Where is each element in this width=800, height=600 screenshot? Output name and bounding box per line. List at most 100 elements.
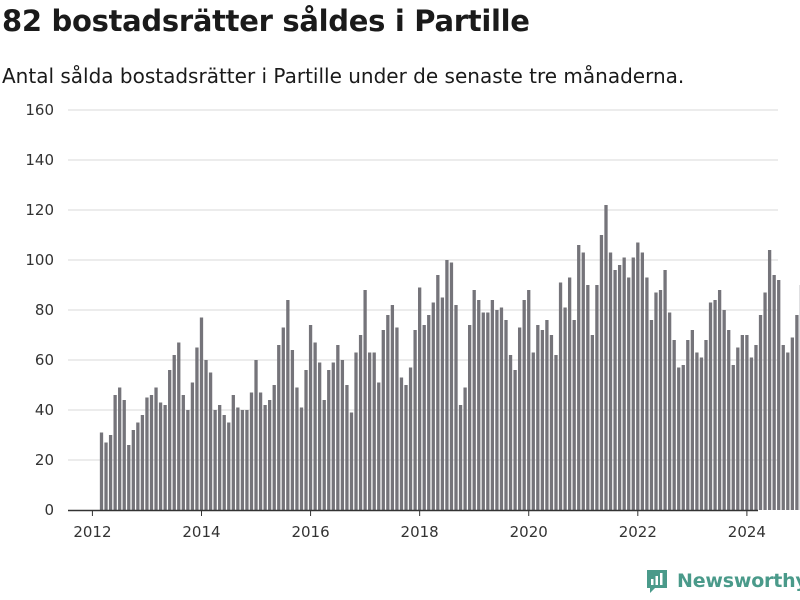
bar — [681, 365, 685, 510]
bar — [527, 290, 531, 510]
bar — [536, 325, 540, 510]
bar — [354, 352, 358, 510]
bar — [772, 275, 776, 510]
bar — [140, 415, 145, 510]
bar — [458, 405, 463, 510]
bar — [513, 370, 517, 510]
bar — [517, 327, 522, 510]
bar — [327, 370, 331, 510]
bar — [763, 292, 767, 510]
y-tick-label: 140 — [25, 151, 54, 169]
bar — [558, 282, 563, 510]
bar — [608, 252, 613, 510]
bar — [272, 385, 276, 510]
x-tick-label: 2016 — [291, 523, 329, 541]
x-axis-ticks: 20122014201620182020202220242026 — [73, 510, 766, 541]
bar — [213, 410, 217, 510]
bar — [427, 315, 431, 510]
bar — [413, 330, 417, 510]
bar — [781, 345, 785, 510]
bar — [617, 265, 622, 510]
bar — [672, 340, 676, 510]
y-tick-label: 100 — [25, 251, 54, 269]
bar — [245, 410, 249, 510]
bar — [386, 315, 390, 510]
bar — [727, 330, 731, 510]
bar — [563, 307, 567, 510]
bar — [567, 277, 572, 510]
bar — [345, 385, 349, 510]
bar — [363, 290, 367, 510]
bar — [522, 300, 526, 510]
bar — [204, 360, 208, 510]
bar — [667, 312, 672, 510]
bar — [686, 340, 690, 510]
bar — [145, 397, 149, 510]
bar — [777, 280, 781, 510]
x-tick-label: 2012 — [73, 523, 111, 541]
bar — [358, 335, 363, 510]
bar — [654, 292, 658, 510]
bar — [431, 302, 435, 510]
y-tick-label: 160 — [25, 101, 54, 119]
bar — [468, 325, 472, 510]
bar — [677, 367, 681, 510]
bar — [377, 382, 381, 510]
bar — [277, 345, 281, 510]
bar — [636, 242, 640, 510]
bar — [99, 432, 104, 510]
bar — [440, 297, 445, 510]
bar — [545, 320, 549, 510]
bar — [590, 335, 595, 510]
bar — [236, 407, 240, 510]
bar — [222, 415, 226, 510]
bar — [758, 315, 763, 510]
bar — [577, 245, 581, 510]
bar — [604, 205, 608, 510]
bar — [399, 377, 404, 510]
bar — [108, 435, 113, 510]
bar — [631, 257, 635, 510]
bar — [481, 312, 485, 510]
bar — [127, 445, 131, 510]
bar — [586, 285, 590, 510]
bar — [372, 352, 376, 510]
bar — [622, 257, 626, 510]
bar — [286, 300, 290, 510]
bar — [136, 422, 140, 510]
bar — [708, 302, 713, 510]
bar — [508, 355, 513, 510]
bar — [395, 327, 399, 510]
bar — [767, 250, 772, 510]
bar — [495, 310, 499, 510]
bar — [640, 252, 645, 510]
bar — [381, 330, 385, 510]
bar — [795, 315, 799, 510]
bar — [218, 405, 222, 510]
bar — [163, 405, 167, 510]
bar — [181, 395, 185, 510]
bar — [572, 320, 576, 510]
bar — [445, 260, 449, 510]
bar — [736, 347, 740, 510]
bar — [199, 317, 204, 510]
bar — [208, 372, 213, 510]
bar — [704, 340, 708, 510]
bar — [295, 387, 299, 510]
x-tick-label: 2022 — [619, 523, 657, 541]
bar — [717, 290, 722, 510]
x-tick-label: 2024 — [728, 523, 766, 541]
x-tick-label: 2020 — [510, 523, 548, 541]
bar — [745, 335, 749, 510]
bar — [408, 367, 413, 510]
bar — [149, 395, 154, 510]
bar — [595, 285, 599, 510]
bar — [190, 382, 195, 510]
y-axis-ticks: 0 20 40 60 80 100 120 140 160 — [25, 101, 54, 519]
bar — [122, 400, 126, 510]
y-tick-label: 80 — [35, 301, 54, 319]
bar — [713, 300, 717, 510]
bar — [113, 395, 117, 510]
bar — [695, 352, 699, 510]
